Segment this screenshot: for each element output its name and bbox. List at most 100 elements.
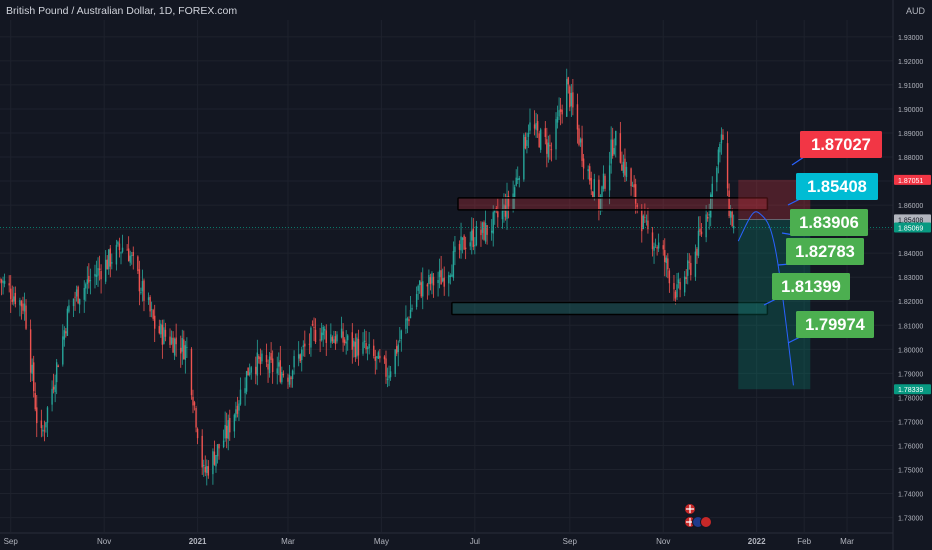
- candle-body: [454, 246, 456, 253]
- price-axis-badge-label: 1.78339: [898, 387, 923, 394]
- candle-body: [183, 339, 185, 359]
- candle-body: [158, 326, 161, 334]
- flag-gb-icon[interactable]: [684, 503, 696, 515]
- candle-body: [377, 352, 380, 359]
- candle-body: [662, 245, 664, 250]
- candle-body: [731, 211, 733, 227]
- candle-body: [31, 364, 33, 374]
- candle-body: [656, 246, 658, 249]
- candle-body: [169, 336, 171, 345]
- candle-body: [495, 208, 497, 210]
- candle-body: [383, 356, 386, 360]
- candle-body: [469, 242, 471, 247]
- callout-box[interactable]: [800, 131, 882, 158]
- candle-body: [258, 356, 260, 359]
- candle-body: [420, 282, 422, 297]
- candle-body: [366, 347, 369, 350]
- candle-body: [0, 279, 3, 283]
- candle-body: [331, 337, 334, 342]
- candle-body: [143, 280, 145, 301]
- candle-body: [690, 262, 692, 276]
- candle-body: [592, 191, 594, 198]
- candle-body: [160, 323, 162, 335]
- candle-body: [343, 339, 346, 343]
- candle-body: [615, 130, 617, 146]
- candle-body: [111, 262, 113, 264]
- candle-body: [62, 336, 64, 365]
- callout-box[interactable]: [786, 238, 864, 265]
- candle-body: [524, 136, 527, 149]
- resistance-zone[interactable]: [457, 197, 769, 211]
- candle-body: [475, 226, 478, 246]
- callout-box[interactable]: [772, 273, 850, 300]
- candle-body: [245, 371, 248, 392]
- flag-cross: [686, 505, 694, 513]
- candle-body: [304, 343, 306, 347]
- candle-body: [302, 345, 304, 347]
- candle-body: [621, 164, 623, 171]
- candle-body: [388, 375, 390, 379]
- candle-body: [599, 195, 602, 211]
- candle-body: [301, 349, 303, 361]
- callout-box[interactable]: [796, 311, 874, 338]
- candle-body: [641, 210, 643, 232]
- candle-body: [729, 211, 732, 218]
- price-tick-label: 1.79000: [898, 371, 923, 378]
- candle-body: [540, 129, 542, 150]
- candle-body: [140, 292, 142, 293]
- candle-body: [161, 324, 164, 345]
- callout-box[interactable]: [790, 209, 868, 236]
- candle-body: [705, 214, 707, 238]
- candle-body: [636, 204, 638, 207]
- time-tick-label: Sep: [563, 537, 578, 546]
- candle-body: [561, 109, 563, 115]
- price-axis-badge: [894, 214, 931, 225]
- candle-body: [497, 211, 499, 218]
- candle-body: [276, 368, 278, 374]
- candle-body: [679, 282, 681, 290]
- candle-body: [527, 132, 530, 137]
- price-axis[interactable]: 1.93000 1.92000 1.91000 1.90000 1.89000 1.880…: [892, 0, 932, 550]
- candle-body: [431, 273, 433, 284]
- candle-body: [581, 138, 583, 161]
- candle-body: [72, 298, 75, 307]
- candle-body: [722, 134, 724, 140]
- price-tick-label: 1.90000: [898, 107, 923, 114]
- candle-body: [710, 194, 712, 218]
- flag-stack-icon[interactable]: [700, 516, 712, 528]
- time-axis[interactable]: Sep Nov 2021 Mar May Jul Sep Nov 2022 Feb Mar: [0, 532, 893, 546]
- candle-body: [677, 279, 680, 284]
- time-tick-label: 2021: [189, 537, 207, 546]
- candle-body: [694, 251, 697, 277]
- candle-body: [351, 332, 353, 350]
- candle-body: [474, 244, 476, 247]
- price-axis-badge-label: 1.85069: [898, 225, 923, 232]
- candle-body: [213, 451, 216, 465]
- callout-box[interactable]: [796, 173, 878, 200]
- price-tick-label: 1.88000: [898, 155, 923, 162]
- candle-body: [14, 292, 17, 305]
- price-tick-label: 1.93000: [898, 35, 923, 42]
- projection-curve[interactable]: [737, 211, 794, 386]
- candle-body: [357, 338, 360, 356]
- candle-body: [320, 332, 323, 341]
- candle-body: [311, 324, 314, 326]
- candle-body: [374, 356, 376, 361]
- candle-body: [688, 261, 690, 263]
- candle-body: [244, 388, 246, 394]
- candle-body: [270, 353, 272, 360]
- candle-body: [353, 340, 355, 347]
- candle-body: [428, 275, 430, 285]
- candle-body: [170, 337, 173, 344]
- candle-body: [63, 330, 66, 340]
- candle-body: [441, 278, 444, 282]
- candle-body: [46, 407, 49, 423]
- candle-body: [3, 280, 6, 284]
- time-tick-label: Sep: [4, 537, 19, 546]
- support-zone[interactable]: [451, 301, 769, 316]
- candle-body: [287, 377, 289, 382]
- candle-body: [566, 79, 568, 117]
- candle-body: [172, 337, 174, 353]
- candle-body: [644, 216, 646, 218]
